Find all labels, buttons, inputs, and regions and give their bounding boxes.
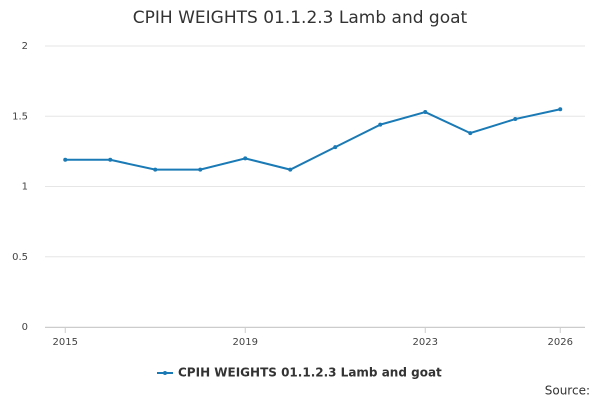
legend-label: CPIH WEIGHTS 01.1.2.3 Lamb and goat (178, 366, 442, 380)
y-tick-label: 0 (22, 322, 28, 333)
y-tick-label: 1.5 (12, 111, 28, 122)
point (243, 156, 248, 161)
chart-title: CPIH WEIGHTS 01.1.2.3 Lamb and goat (133, 8, 468, 28)
x-tick-label: 2023 (413, 337, 438, 348)
y-tick-label: 1 (22, 182, 28, 193)
point (63, 157, 68, 162)
legend-swatch-dot (163, 371, 167, 375)
x-tick-label: 2015 (53, 337, 78, 348)
point (468, 131, 473, 136)
x-tick-label: 2026 (548, 337, 573, 348)
point (378, 122, 383, 127)
series-line (65, 108, 561, 171)
point (333, 145, 338, 150)
source: Source: (545, 384, 590, 398)
point (288, 167, 293, 172)
x-tick-label: 2019 (233, 337, 258, 348)
point (153, 167, 158, 172)
point (108, 157, 113, 162)
point (558, 107, 563, 112)
y-tick-label: 2 (22, 41, 28, 52)
y-tick-label: 0.5 (12, 252, 28, 263)
point (513, 117, 518, 122)
point (198, 167, 203, 172)
point (423, 110, 428, 115)
